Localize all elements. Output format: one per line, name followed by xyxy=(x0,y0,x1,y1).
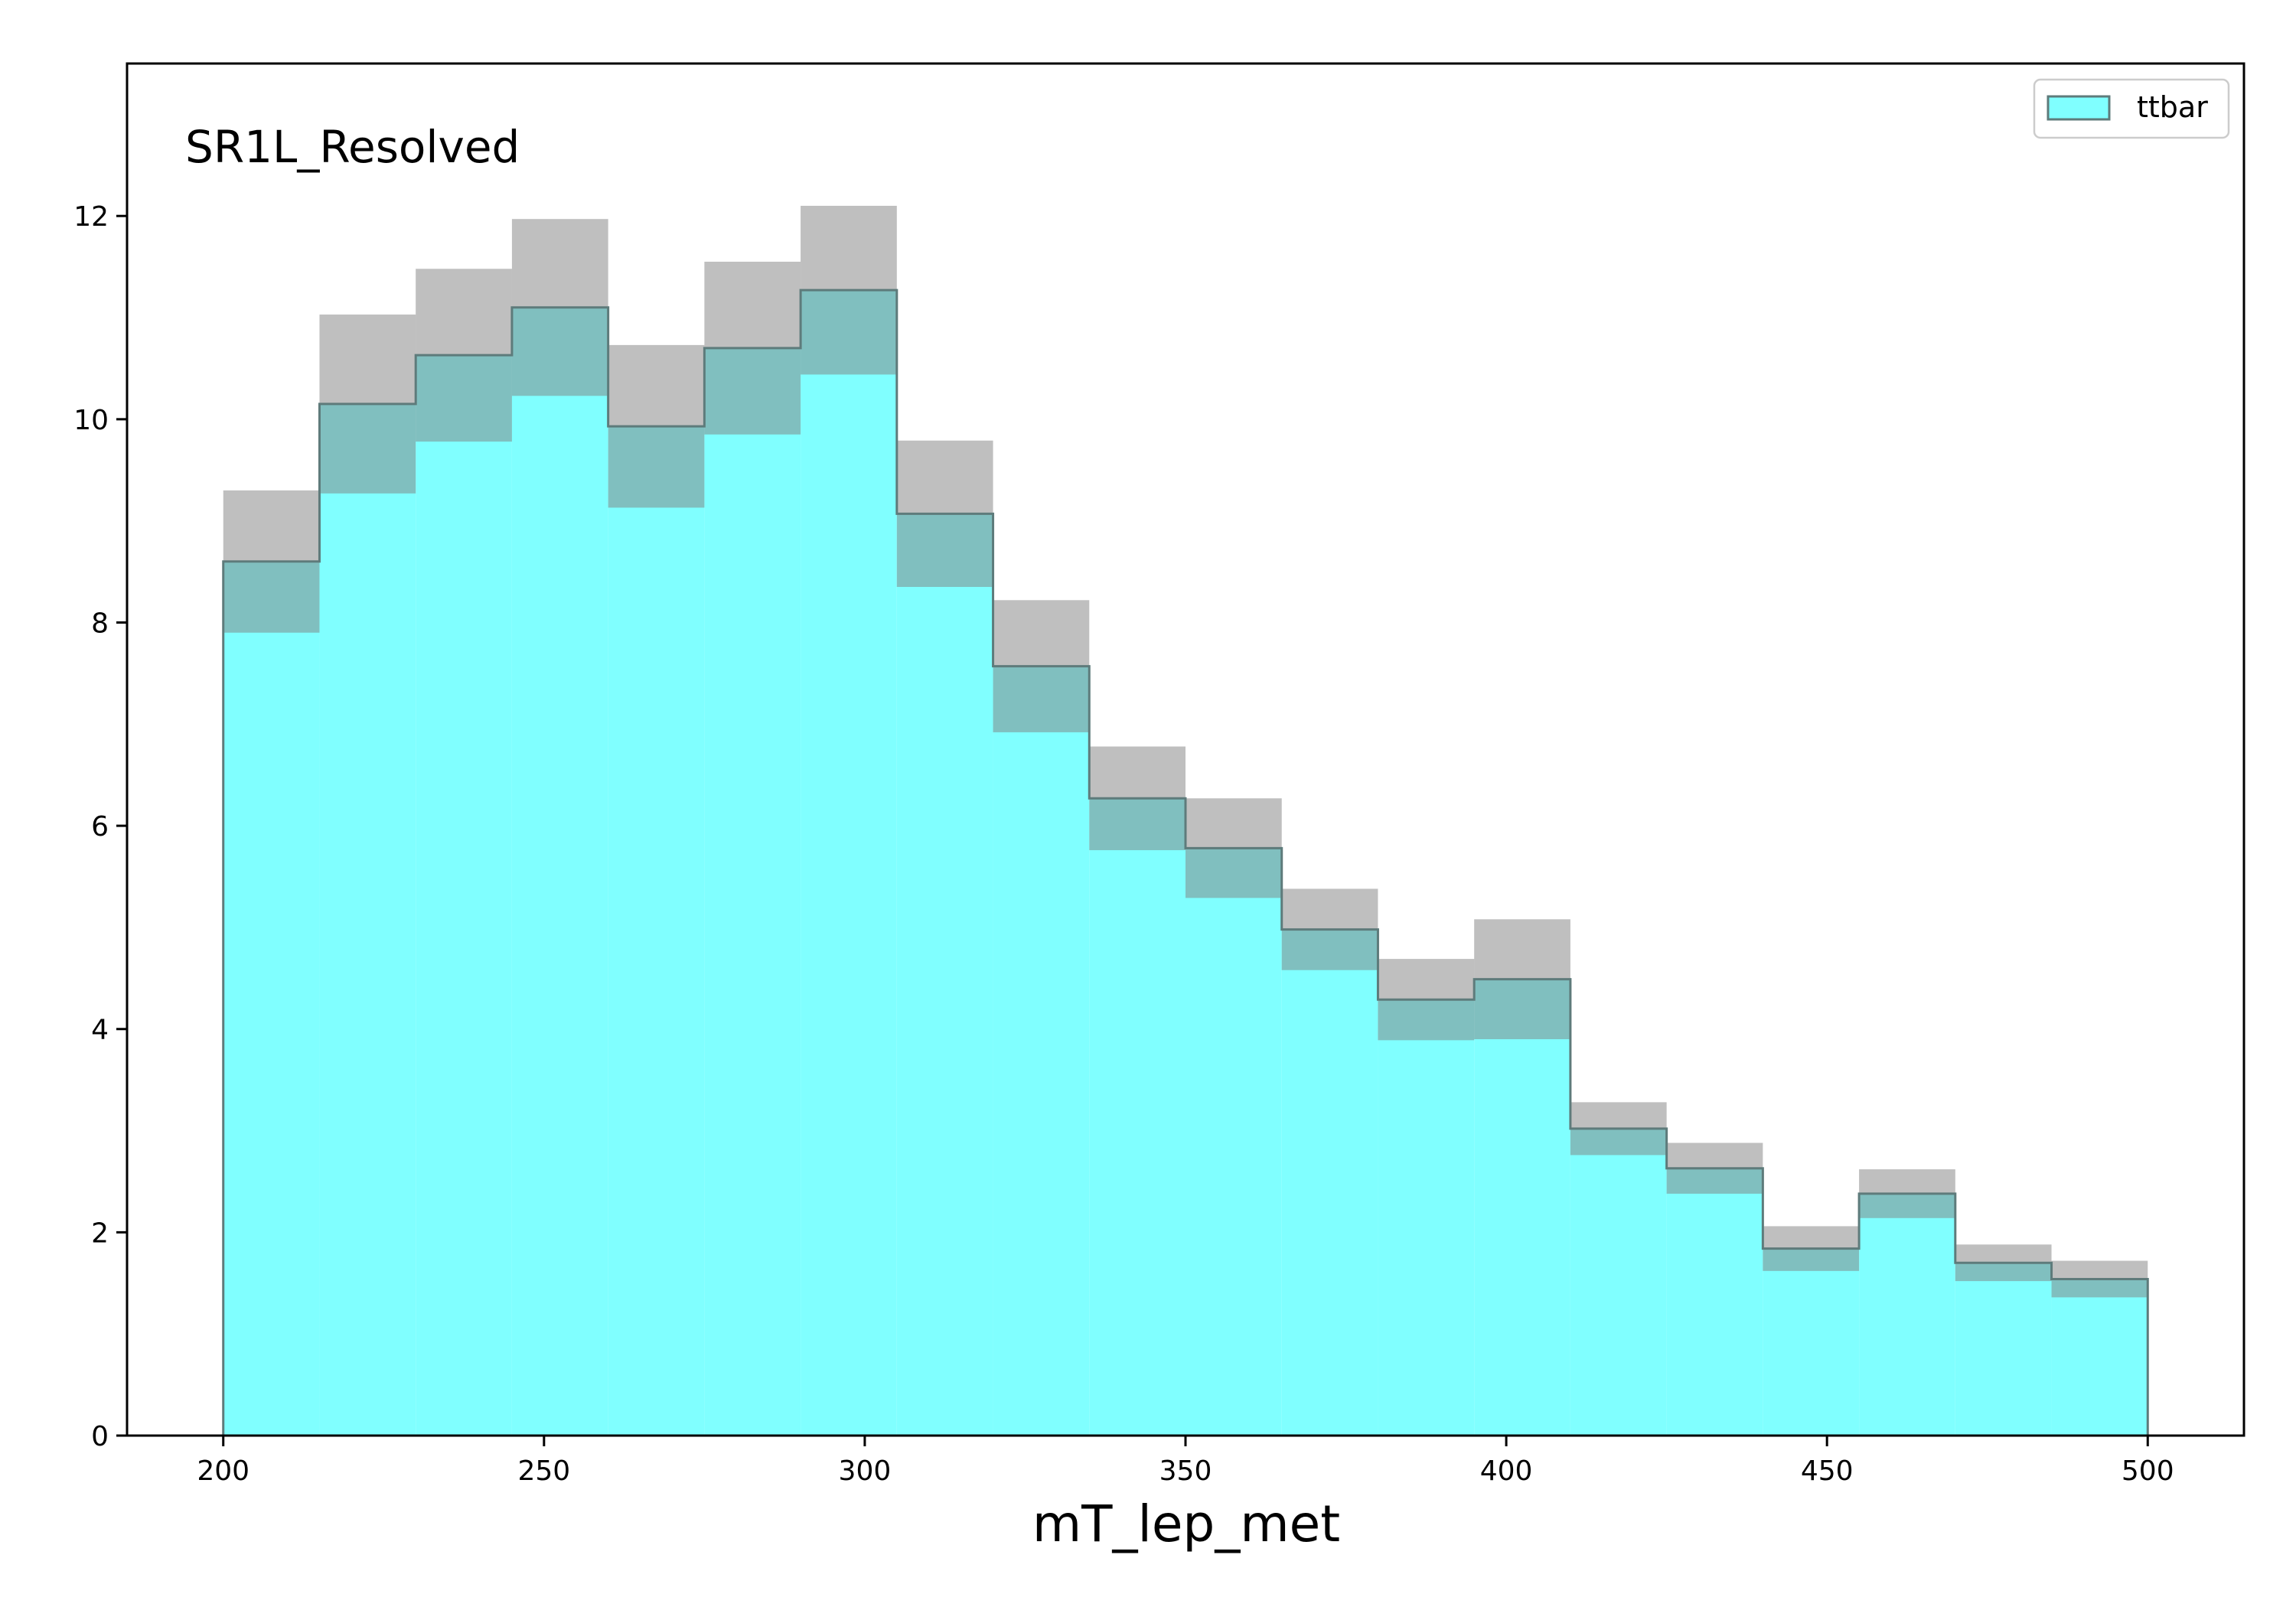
histogram-bar xyxy=(993,666,1090,1436)
y-tick-label: 8 xyxy=(91,608,109,639)
histogram-bar xyxy=(1281,929,1378,1436)
histogram-outline xyxy=(222,288,2149,1436)
y-tick-label: 0 xyxy=(91,1421,109,1452)
histogram-bar xyxy=(1859,1193,1955,1436)
x-tick-label: 300 xyxy=(839,1455,892,1487)
x-tick-label: 200 xyxy=(197,1455,249,1487)
region-label: SR1L_Resolved xyxy=(185,121,520,173)
histogram-bar xyxy=(1955,1263,2052,1436)
histogram-bar xyxy=(1089,798,1186,1436)
histogram-bar xyxy=(1763,1248,1860,1436)
histogram-bars xyxy=(223,290,2148,1436)
histogram-bar xyxy=(416,355,512,1436)
legend-frame xyxy=(2033,78,2230,139)
y-tick-label: 10 xyxy=(73,405,109,436)
histogram-bar xyxy=(1186,848,1282,1436)
legend: ttbar xyxy=(2033,78,2230,139)
histogram-bar xyxy=(1378,999,1475,1436)
x-tick-label: 450 xyxy=(1801,1455,1854,1487)
legend-swatch-ttbar xyxy=(2047,95,2111,121)
y-tick-label: 6 xyxy=(91,811,109,843)
histogram-bar xyxy=(608,426,705,1436)
histogram-bar xyxy=(511,307,608,1436)
x-tick-label: 400 xyxy=(1480,1455,1533,1487)
x-tick-label: 250 xyxy=(517,1455,570,1487)
histogram-bar xyxy=(1474,979,1570,1436)
x-tick-label: 350 xyxy=(1159,1455,1212,1487)
histogram-bar xyxy=(319,403,416,1436)
histogram-bar xyxy=(704,347,801,1436)
legend-label-ttbar: ttbar xyxy=(2137,90,2208,124)
y-tick-label: 12 xyxy=(73,201,109,233)
x-axis-ticks: 200 250 300 350 400 450 500 xyxy=(197,1436,2174,1487)
histogram-bar xyxy=(801,290,897,1436)
histogram-bar xyxy=(896,513,993,1436)
y-axis-ticks: 0 2 4 6 8 10 12 xyxy=(73,201,127,1452)
histogram-bar xyxy=(223,561,320,1436)
y-tick-label: 4 xyxy=(91,1015,109,1046)
histogram-bar xyxy=(1570,1128,1667,1436)
x-tick-label: 500 xyxy=(2122,1455,2174,1487)
y-tick-label: 2 xyxy=(91,1217,109,1249)
histogram-bar xyxy=(2051,1279,2148,1436)
histogram-bar xyxy=(1666,1168,1763,1436)
x-axis-label: mT_lep_met xyxy=(1032,1495,1340,1553)
